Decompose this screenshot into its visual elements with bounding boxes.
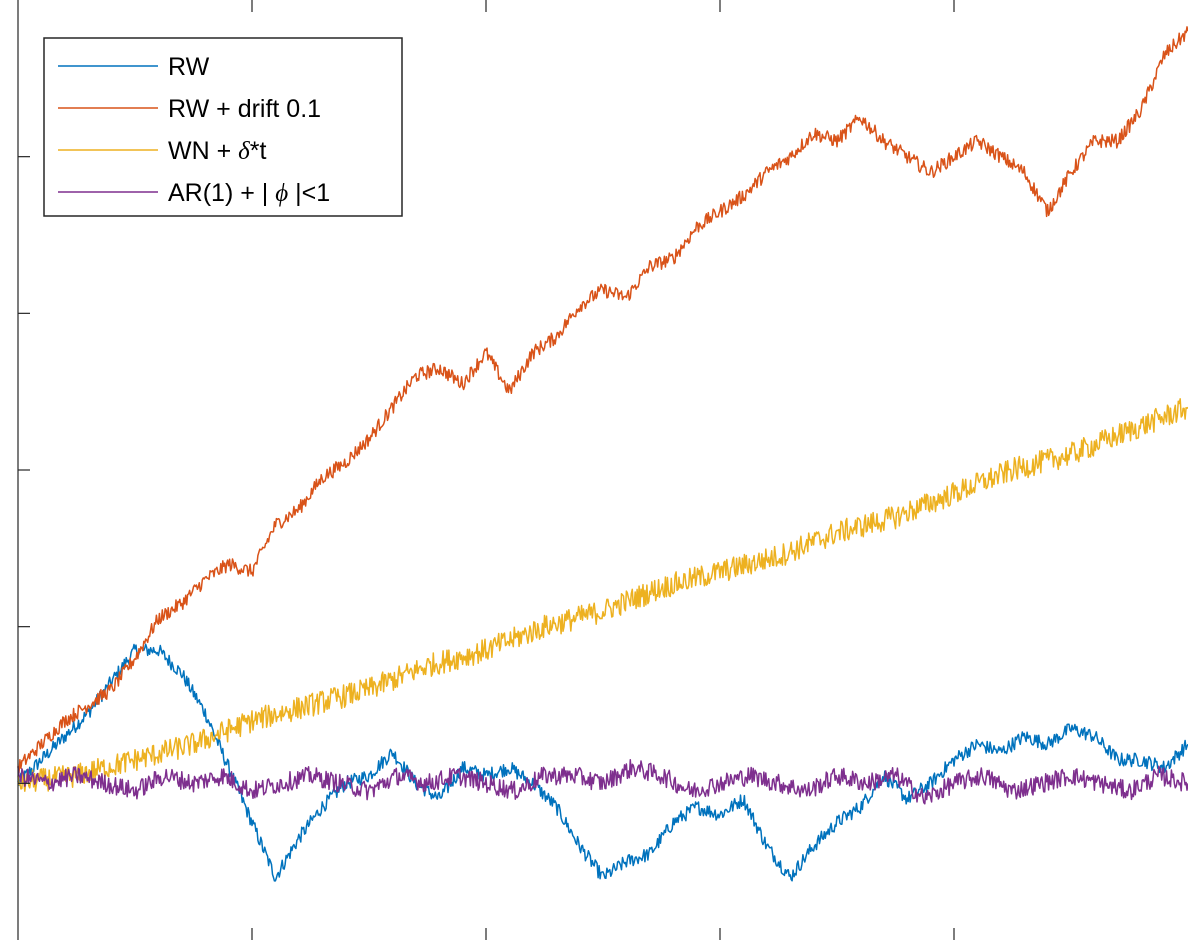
legend-label-wn-prefix: WN +: [168, 137, 238, 165]
legend-label-rw: RW: [168, 53, 210, 81]
legend-label-ar1: AR(1) + | ϕ |<1: [168, 179, 330, 207]
legend-label-ar1-prefix: AR(1) + |: [168, 179, 275, 207]
axes-layer: [17, 0, 955, 940]
legend-label-wn-suffix: *t: [250, 137, 267, 165]
legend-label-ar1-symbol: ϕ: [275, 180, 288, 207]
legend-label-ar1-suffix: |<1: [288, 179, 330, 207]
series-layer: [17, 26, 1188, 882]
legend-label-wn-trend: WN + δ*t: [168, 137, 267, 165]
legend-box: [43, 37, 403, 217]
series-line-2: [17, 398, 1188, 792]
series-line-0: [17, 643, 1188, 882]
series-line-3: [17, 759, 1188, 805]
legend-label-wn-symbol: δ: [238, 138, 250, 165]
legend-label-rw-drift: RW + drift 0.1: [168, 95, 321, 123]
legend: RW RW + drift 0.1 WN + δ*t AR(1) + | ϕ |…: [43, 37, 403, 217]
series-line-1: [17, 26, 1188, 774]
